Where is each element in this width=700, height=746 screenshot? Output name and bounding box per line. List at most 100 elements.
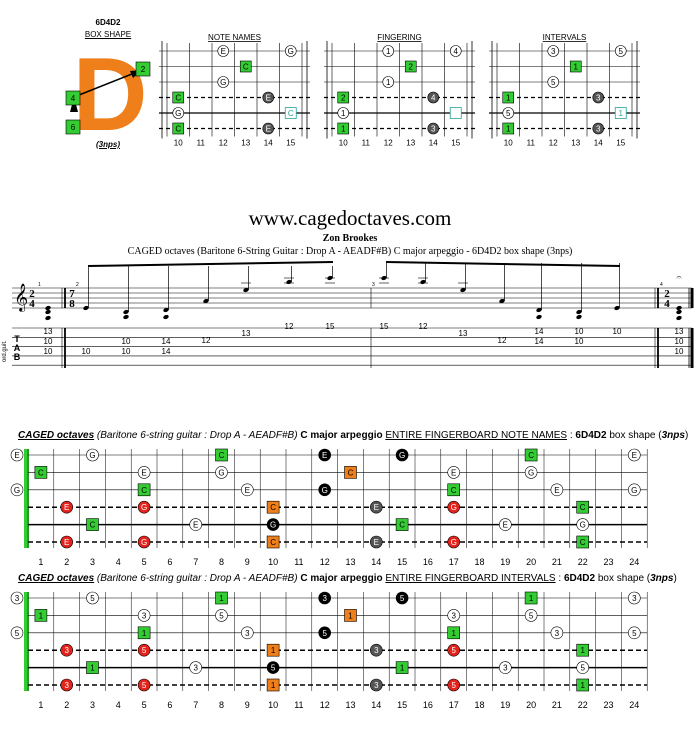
note-head <box>460 287 466 293</box>
fret-label: 18 <box>474 700 484 710</box>
fb2-title-c: : Drop A - AEADF#B) <box>204 573 298 584</box>
fb-note-shape <box>86 591 99 605</box>
tab-number: 10 <box>122 337 131 346</box>
fret-label: 23 <box>603 557 613 567</box>
fb-note-label: E <box>64 503 69 512</box>
fb-note-label: 5 <box>142 646 147 655</box>
small-note-shape <box>217 45 230 57</box>
fb2-title-i: 3nps <box>650 573 674 584</box>
small-note-label: E <box>266 94 271 103</box>
note-head <box>676 309 682 315</box>
small-note-shape <box>427 122 440 135</box>
fb-note-shape <box>550 626 564 640</box>
fb-note-shape <box>266 500 280 514</box>
fb-note-label: 5 <box>580 664 585 673</box>
fingerboard-intervals: 1 2 3 4 5 6 7 8 9 10 11 12 13 14 15 16 17 18 19 20 21 22 23 243… <box>10 591 648 710</box>
open-note-label: G <box>14 486 20 495</box>
fret-label: 1 <box>38 700 43 710</box>
nut <box>24 592 29 691</box>
fb1-title-a: CAGED octaves <box>18 430 95 441</box>
fb1-title-i: 3nps <box>661 430 685 441</box>
author: Zon Brookes <box>322 233 378 244</box>
note-head <box>576 309 582 315</box>
fret-label: 3 <box>90 557 95 567</box>
fb-note-shape <box>215 466 228 479</box>
fb-note-label: C <box>580 503 586 512</box>
fret-label: 6 <box>167 700 172 710</box>
fb-note-label: G <box>399 451 405 460</box>
open-note-label: E <box>14 451 19 460</box>
tab-number: 10 <box>44 337 53 346</box>
tab-number: 10 <box>82 347 91 356</box>
fb-note-label: 5 <box>142 681 147 690</box>
fb-note-label: 1 <box>39 611 44 620</box>
fb-note-shape <box>369 678 383 692</box>
fret-number: 11 <box>362 139 371 148</box>
fret-number: 15 <box>286 139 295 148</box>
small-note-shape <box>337 107 350 119</box>
time-sig-bottom: 4 <box>664 298 670 310</box>
fb-note-shape <box>369 535 383 549</box>
small-note-label: 1 <box>619 109 624 118</box>
fb-note-shape <box>395 661 409 674</box>
fret-label: 8 <box>219 557 224 567</box>
fb-note-shape <box>369 500 383 514</box>
small-note-shape <box>569 60 582 73</box>
fret-number: 13 <box>241 139 250 148</box>
fb-note-shape <box>60 678 73 692</box>
note-head <box>123 309 129 315</box>
fb-note-shape <box>318 626 332 640</box>
open-note-label: 3 <box>15 594 20 603</box>
fret-label: 9 <box>245 557 250 567</box>
fb-note-shape <box>137 466 151 479</box>
fret-number: 14 <box>594 139 603 148</box>
small-note-label: 1 <box>574 63 579 72</box>
small-diagram-title: NOTE NAMES <box>208 33 261 42</box>
small-note-shape <box>502 122 515 135</box>
open-note-shape <box>10 591 24 605</box>
note-head <box>45 315 51 321</box>
fb-note-shape <box>498 661 512 674</box>
measure-number: 1 <box>38 282 41 288</box>
tab-number: 10 <box>675 347 684 356</box>
fb-note-label: E <box>374 503 379 512</box>
tab-number: 14 <box>162 347 171 356</box>
fb-note-shape <box>524 466 538 479</box>
fb-note-shape <box>266 535 280 549</box>
fb-note-shape <box>318 591 332 605</box>
nps-label: (3nps) <box>96 140 120 149</box>
fb-note-shape <box>189 661 202 674</box>
measure-number: 4 <box>660 282 663 288</box>
fb-note-shape <box>447 678 461 692</box>
fret-label: 14 <box>371 700 381 710</box>
measure-number: 2 <box>76 282 79 288</box>
small-note-shape <box>262 91 275 104</box>
marker-6: 6 <box>71 123 76 132</box>
fb-note-label: G <box>451 503 457 512</box>
fb-note-shape <box>266 661 280 674</box>
fret-label: 10 <box>268 700 278 710</box>
small-note-label: 1 <box>386 47 391 56</box>
fb-note-shape <box>60 535 73 549</box>
fb-note-label: C <box>270 503 276 512</box>
tab-number: 10 <box>44 347 53 356</box>
fret-label: 4 <box>116 557 121 567</box>
fb-note-shape <box>550 483 564 497</box>
fret-label: 24 <box>629 700 639 710</box>
note-head <box>576 314 582 320</box>
fret-number: 14 <box>264 139 273 148</box>
fb-note-shape <box>627 591 641 605</box>
fb-note-label: E <box>374 538 379 547</box>
fb-note-label: 3 <box>555 629 560 638</box>
small-note-label: 1 <box>386 78 391 87</box>
small-note-label: C <box>175 94 181 103</box>
small-diagram-title: FINGERING <box>377 33 421 42</box>
note-head <box>163 307 169 313</box>
small-note-label: G <box>175 109 181 118</box>
small-note-label: C <box>288 109 294 118</box>
fb-note-shape <box>34 609 48 622</box>
fb-note-shape <box>447 626 461 640</box>
fb-note-shape <box>498 518 512 531</box>
